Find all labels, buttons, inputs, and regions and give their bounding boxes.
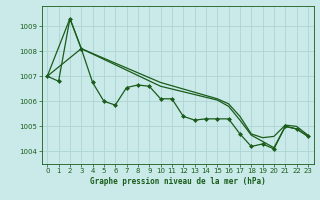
X-axis label: Graphe pression niveau de la mer (hPa): Graphe pression niveau de la mer (hPa) [90,177,266,186]
